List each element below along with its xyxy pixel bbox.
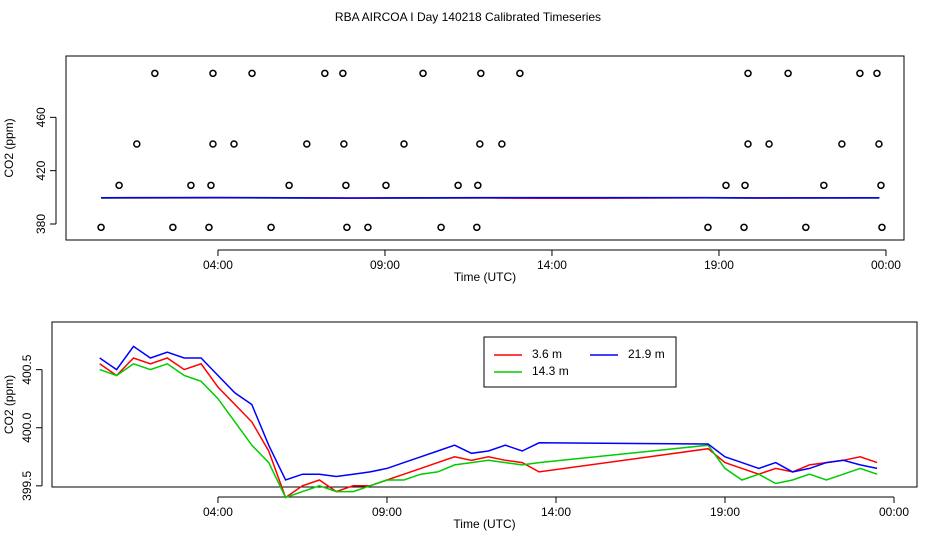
flag-point bbox=[207, 181, 215, 190]
flag-point bbox=[209, 140, 217, 148]
y-tick-label: 400.0 bbox=[20, 412, 34, 442]
x-tick-label: 00:00 bbox=[871, 258, 901, 272]
y-axis-label: CO2 (ppm) bbox=[2, 375, 16, 434]
x-tick-label: 09:00 bbox=[372, 505, 402, 519]
series-line bbox=[101, 196, 880, 199]
flag-point bbox=[364, 223, 372, 232]
flag-point bbox=[285, 181, 293, 190]
flag-point bbox=[473, 223, 481, 232]
flag-point bbox=[340, 140, 348, 148]
legend-label: 14.3 m bbox=[532, 364, 569, 378]
flag-point bbox=[875, 140, 883, 148]
x-tick-label: 19:00 bbox=[710, 505, 740, 519]
x-tick-label: 04:00 bbox=[203, 505, 233, 519]
flag-point bbox=[267, 223, 275, 232]
y-tick-label: 420 bbox=[34, 160, 48, 180]
legend-box bbox=[483, 336, 677, 388]
x-axis-label: Time (UTC) bbox=[454, 270, 516, 284]
flag-point bbox=[784, 69, 792, 78]
flag-point bbox=[516, 69, 524, 78]
flag-point bbox=[339, 69, 347, 78]
y-tick-label: 399.5 bbox=[20, 470, 34, 500]
legend-label: 21.9 m bbox=[628, 347, 665, 361]
flag-point bbox=[820, 181, 828, 190]
chart-title: RBA AIRCOA I Day 140218 Calibrated Times… bbox=[335, 10, 601, 24]
flag-point bbox=[437, 223, 445, 232]
flag-point bbox=[382, 181, 390, 190]
plot-box bbox=[51, 321, 918, 488]
plot-box bbox=[65, 55, 905, 241]
x-tick-label: 19:00 bbox=[704, 258, 734, 272]
series-line bbox=[99, 357, 878, 499]
flag-point bbox=[878, 223, 886, 232]
flag-point bbox=[722, 181, 730, 190]
legend-label: 3.6 m bbox=[532, 347, 562, 361]
flag-point bbox=[877, 181, 885, 190]
flag-point bbox=[321, 69, 329, 78]
flag-point bbox=[838, 140, 846, 148]
flag-point bbox=[169, 223, 177, 232]
flag-point bbox=[151, 69, 159, 78]
flag-point bbox=[765, 140, 773, 148]
x-tick-label: 09:00 bbox=[370, 258, 400, 272]
flag-point bbox=[744, 69, 752, 78]
flag-point bbox=[342, 181, 350, 190]
y-tick-label: 460 bbox=[34, 107, 48, 127]
x-axis-label: Time (UTC) bbox=[453, 517, 515, 531]
flag-point bbox=[187, 181, 195, 190]
flag-point bbox=[454, 181, 462, 190]
series-line bbox=[99, 362, 878, 499]
flag-point bbox=[230, 140, 238, 148]
flag-point bbox=[419, 69, 427, 78]
flag-point bbox=[744, 140, 752, 148]
y-tick-label: 400.5 bbox=[20, 354, 34, 384]
flag-point bbox=[704, 223, 712, 232]
flag-point bbox=[802, 223, 810, 232]
x-tick-label: 14:00 bbox=[541, 505, 571, 519]
flag-point bbox=[133, 140, 141, 148]
x-tick-label: 14:00 bbox=[537, 258, 567, 272]
flag-point bbox=[205, 223, 213, 232]
x-tick-label: 00:00 bbox=[879, 505, 909, 519]
flag-point bbox=[115, 181, 123, 190]
flag-point bbox=[740, 223, 748, 232]
flag-point bbox=[856, 69, 864, 78]
flag-point bbox=[474, 181, 482, 190]
flag-point bbox=[400, 140, 408, 148]
flag-point bbox=[209, 69, 217, 78]
y-axis-label: CO2 (ppm) bbox=[2, 118, 16, 177]
series-line bbox=[99, 345, 878, 481]
flag-point bbox=[498, 140, 506, 148]
flag-point bbox=[741, 181, 749, 190]
flag-point bbox=[97, 223, 105, 232]
flag-point bbox=[343, 223, 351, 232]
flag-point bbox=[248, 69, 256, 78]
y-tick-label: 380 bbox=[34, 214, 48, 234]
flag-point bbox=[477, 69, 485, 78]
flag-point bbox=[476, 140, 484, 148]
flag-point bbox=[873, 69, 881, 78]
x-tick-label: 04:00 bbox=[203, 258, 233, 272]
flag-point bbox=[303, 140, 311, 148]
